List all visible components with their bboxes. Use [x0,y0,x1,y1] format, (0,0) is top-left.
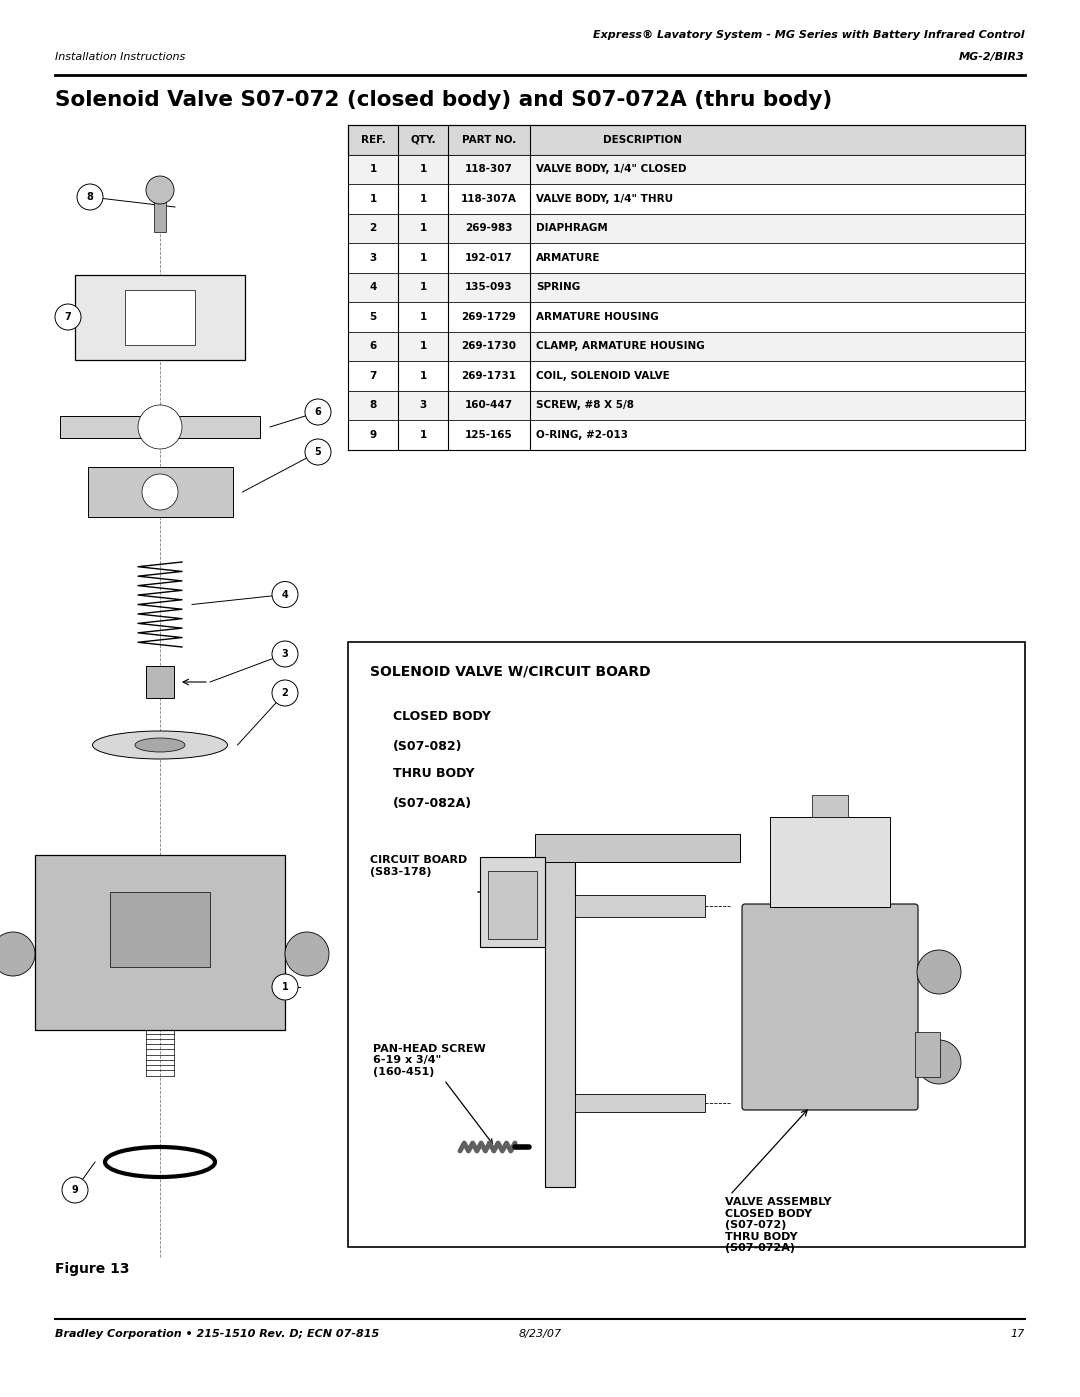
Text: VALVE BODY, 1/4" CLOSED: VALVE BODY, 1/4" CLOSED [536,165,687,175]
Text: 192-017: 192-017 [465,253,513,263]
Text: 1: 1 [282,982,288,992]
Text: (S07-082): (S07-082) [393,740,462,753]
Text: DIAPHRAGM: DIAPHRAGM [536,224,608,233]
Text: 7: 7 [369,370,377,381]
Text: CIRCUIT BOARD
(S83-178): CIRCUIT BOARD (S83-178) [370,855,468,877]
Text: SCREW, #8 X 5/8: SCREW, #8 X 5/8 [536,401,634,411]
Ellipse shape [93,731,228,759]
Text: 9: 9 [71,1185,79,1194]
FancyBboxPatch shape [915,1032,940,1077]
Text: 1: 1 [419,224,427,233]
Text: SPRING: SPRING [536,282,580,292]
Text: 269-1729: 269-1729 [461,312,516,321]
Circle shape [272,680,298,705]
Text: 2: 2 [369,224,377,233]
Text: 5: 5 [369,312,377,321]
Circle shape [305,439,330,465]
Text: Solenoid Valve S07-072 (closed body) and S07-072A (thru body): Solenoid Valve S07-072 (closed body) and… [55,89,833,110]
Text: THRU BODY: THRU BODY [393,767,474,780]
FancyBboxPatch shape [348,360,1025,391]
FancyBboxPatch shape [125,289,195,345]
Text: 3: 3 [419,401,427,411]
Text: 160-447: 160-447 [464,401,513,411]
Circle shape [917,950,961,995]
FancyBboxPatch shape [348,184,1025,214]
Text: 8: 8 [86,191,94,203]
Text: 17: 17 [1011,1329,1025,1338]
Text: 135-093: 135-093 [465,282,513,292]
Text: CLOSED BODY: CLOSED BODY [393,710,491,724]
Text: ARMATURE HOUSING: ARMATURE HOUSING [536,312,659,321]
Text: 6: 6 [369,341,377,351]
FancyBboxPatch shape [146,666,174,698]
Text: 6: 6 [314,407,322,416]
FancyBboxPatch shape [110,893,210,967]
Text: 8: 8 [369,401,377,411]
Text: 118-307A: 118-307A [461,194,517,204]
FancyBboxPatch shape [348,124,1025,155]
Text: 269-1731: 269-1731 [461,370,516,381]
Text: PART NO.: PART NO. [462,134,516,145]
Text: MG-2/BIR3: MG-2/BIR3 [959,52,1025,61]
FancyBboxPatch shape [348,302,1025,331]
Text: COIL, SOLENOID VALVE: COIL, SOLENOID VALVE [536,370,670,381]
FancyBboxPatch shape [348,643,1025,1248]
Circle shape [141,474,178,510]
Text: 3: 3 [369,253,377,263]
Circle shape [285,932,329,977]
FancyBboxPatch shape [812,795,848,817]
Text: 125-165: 125-165 [465,430,513,440]
Text: 1: 1 [419,194,427,204]
Text: 1: 1 [419,312,427,321]
FancyBboxPatch shape [348,420,1025,450]
Ellipse shape [135,738,185,752]
FancyBboxPatch shape [348,243,1025,272]
FancyBboxPatch shape [35,855,285,1030]
FancyBboxPatch shape [348,391,1025,420]
Text: DESCRIPTION: DESCRIPTION [603,134,681,145]
FancyBboxPatch shape [575,1094,705,1112]
Text: VALVE BODY, 1/4" THRU: VALVE BODY, 1/4" THRU [536,194,673,204]
Text: 1: 1 [419,341,427,351]
Text: 1: 1 [419,370,427,381]
Text: 7: 7 [65,312,71,321]
FancyBboxPatch shape [87,467,232,517]
Text: Installation Instructions: Installation Instructions [55,52,186,61]
Circle shape [62,1178,87,1203]
FancyBboxPatch shape [348,155,1025,184]
Text: 269-983: 269-983 [465,224,513,233]
Circle shape [272,641,298,666]
Circle shape [0,932,35,977]
FancyBboxPatch shape [488,870,537,939]
FancyBboxPatch shape [480,856,545,947]
Circle shape [146,176,174,204]
Text: 1: 1 [369,165,377,175]
Text: 2: 2 [282,687,288,698]
Text: ARMATURE: ARMATURE [536,253,600,263]
Text: VALVE ASSEMBLY
CLOSED BODY
(S07-072)
THRU BODY
(S07-072A): VALVE ASSEMBLY CLOSED BODY (S07-072) THR… [725,1197,832,1253]
FancyBboxPatch shape [545,847,575,1187]
FancyBboxPatch shape [742,904,918,1111]
Text: Bradley Corporation • 215-1510 Rev. D; ECN 07-815: Bradley Corporation • 215-1510 Rev. D; E… [55,1329,379,1338]
FancyBboxPatch shape [535,834,740,862]
Text: SOLENOID VALVE W/CIRCUIT BOARD: SOLENOID VALVE W/CIRCUIT BOARD [370,664,650,678]
Circle shape [917,1039,961,1084]
Text: 1: 1 [419,282,427,292]
Text: 4: 4 [282,590,288,599]
Circle shape [305,400,330,425]
Text: 269-1730: 269-1730 [461,341,516,351]
Text: O-RING, #2-013: O-RING, #2-013 [536,430,627,440]
FancyBboxPatch shape [348,214,1025,243]
FancyBboxPatch shape [575,895,705,916]
FancyBboxPatch shape [348,331,1025,360]
FancyBboxPatch shape [154,194,166,232]
Text: (S07-082A): (S07-082A) [393,798,472,810]
Text: 1: 1 [419,430,427,440]
FancyBboxPatch shape [60,416,260,439]
Text: Express® Lavatory System - MG Series with Battery Infrared Control: Express® Lavatory System - MG Series wit… [593,29,1025,41]
Text: 8/23/07: 8/23/07 [518,1329,562,1338]
Text: 118-307: 118-307 [465,165,513,175]
Text: CLAMP, ARMATURE HOUSING: CLAMP, ARMATURE HOUSING [536,341,705,351]
Text: PAN-HEAD SCREW
6-19 x 3/4"
(160-451): PAN-HEAD SCREW 6-19 x 3/4" (160-451) [373,1044,492,1144]
FancyBboxPatch shape [348,272,1025,302]
